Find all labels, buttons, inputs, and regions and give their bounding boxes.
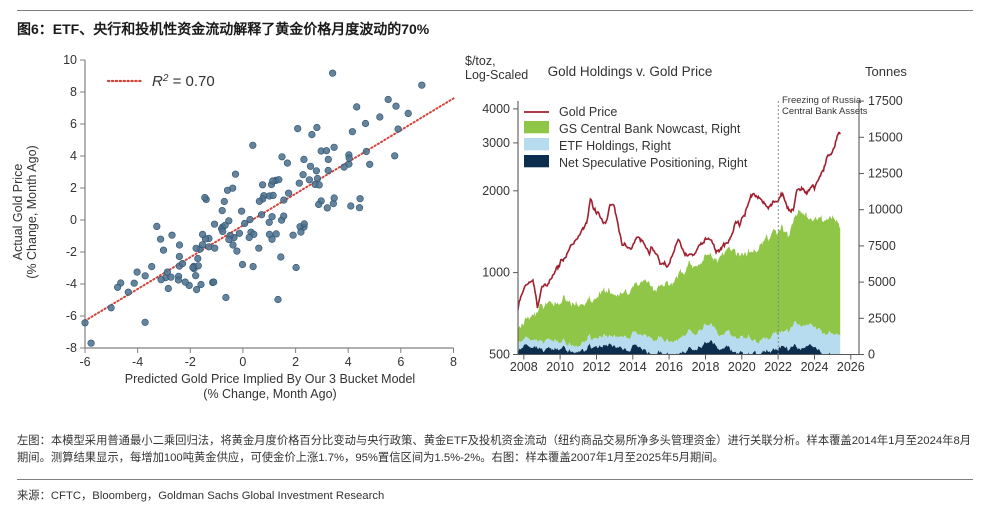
svg-text:2012: 2012 xyxy=(583,360,611,374)
svg-text:7500: 7500 xyxy=(868,239,896,253)
svg-text:1000: 1000 xyxy=(482,266,510,280)
svg-text:-6: -6 xyxy=(79,355,90,369)
svg-text:2010: 2010 xyxy=(546,360,574,374)
svg-text:17500: 17500 xyxy=(868,94,903,108)
svg-text:0: 0 xyxy=(70,213,77,227)
svg-text:Gold Price: Gold Price xyxy=(559,105,617,119)
svg-text:4: 4 xyxy=(345,355,352,369)
svg-text:12500: 12500 xyxy=(868,167,903,181)
svg-text:-8: -8 xyxy=(66,341,77,355)
svg-text:5000: 5000 xyxy=(868,275,896,289)
svg-text:2: 2 xyxy=(292,355,299,369)
svg-text:2022: 2022 xyxy=(764,360,792,374)
svg-text:-4: -4 xyxy=(132,355,143,369)
svg-text:2016: 2016 xyxy=(655,360,683,374)
svg-text:GS Central Bank Nowcast, Right: GS Central Bank Nowcast, Right xyxy=(559,122,741,136)
svg-text:4000: 4000 xyxy=(482,102,510,116)
svg-text:Gold Holdings v. Gold Price: Gold Holdings v. Gold Price xyxy=(548,64,713,79)
svg-text:-2: -2 xyxy=(185,355,196,369)
svg-text:Net Speculative Positioning, R: Net Speculative Positioning, Right xyxy=(559,156,748,170)
svg-text:2026: 2026 xyxy=(837,360,865,374)
svg-text:8: 8 xyxy=(70,85,77,99)
svg-text:$/toz,: $/toz, xyxy=(465,54,496,68)
svg-text:4: 4 xyxy=(70,149,77,163)
svg-text:6: 6 xyxy=(70,117,77,131)
svg-text:-2: -2 xyxy=(66,245,77,259)
svg-text:-4: -4 xyxy=(66,277,77,291)
svg-text:2: 2 xyxy=(70,181,77,195)
svg-text:10000: 10000 xyxy=(868,203,903,217)
svg-text:8: 8 xyxy=(450,355,457,369)
svg-text:500: 500 xyxy=(489,348,510,362)
svg-text:Log-Scaled: Log-Scaled xyxy=(465,68,528,82)
svg-text:Central Bank Assets: Central Bank Assets xyxy=(782,106,868,117)
svg-text:R2 = 0.70: R2 = 0.70 xyxy=(152,73,215,91)
svg-text:2024: 2024 xyxy=(801,360,829,374)
svg-text:2500: 2500 xyxy=(868,311,896,325)
svg-text:2008: 2008 xyxy=(510,360,538,374)
svg-text:2000: 2000 xyxy=(482,184,510,198)
svg-text:ETF Holdings, Right: ETF Holdings, Right xyxy=(559,139,671,153)
svg-text:0: 0 xyxy=(868,348,875,362)
svg-text:-6: -6 xyxy=(66,309,77,323)
svg-text:2014: 2014 xyxy=(619,360,647,374)
svg-text:Tonnes: Tonnes xyxy=(865,64,907,79)
svg-text:3000: 3000 xyxy=(482,136,510,150)
svg-text:10: 10 xyxy=(63,53,77,67)
svg-text:6: 6 xyxy=(397,355,404,369)
svg-text:2020: 2020 xyxy=(728,360,756,374)
svg-text:15000: 15000 xyxy=(868,130,903,144)
svg-text:0: 0 xyxy=(239,355,246,369)
svg-text:2018: 2018 xyxy=(692,360,720,374)
svg-text:Freezing of Russia: Freezing of Russia xyxy=(782,95,862,106)
